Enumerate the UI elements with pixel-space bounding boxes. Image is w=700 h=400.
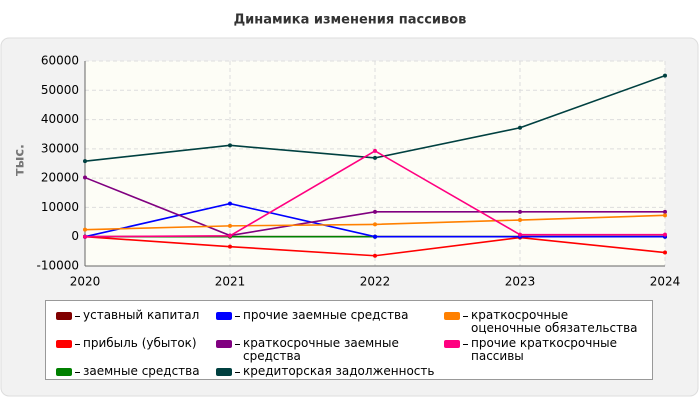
legend-swatch bbox=[444, 312, 460, 320]
x-tick-label: 2021 bbox=[215, 275, 246, 289]
y-tick-label: 50000 bbox=[41, 83, 79, 97]
legend-swatch bbox=[56, 312, 72, 320]
legend-label: прочие заемные средства bbox=[243, 308, 409, 322]
legend-swatch bbox=[56, 368, 72, 376]
legend-dash bbox=[235, 316, 240, 317]
y-tick-label: 60000 bbox=[41, 54, 79, 68]
y-tick-label: 10000 bbox=[41, 200, 79, 214]
legend-swatch bbox=[444, 340, 460, 348]
legend-label: прибыль (убыток) bbox=[83, 336, 197, 350]
data-point bbox=[373, 209, 377, 214]
legend-label: краткосрочные оценочные обязательства bbox=[471, 308, 638, 335]
data-point bbox=[663, 250, 667, 255]
y-tick-label: 30000 bbox=[41, 141, 79, 155]
data-point bbox=[228, 223, 232, 228]
data-point bbox=[373, 234, 377, 239]
x-tick-label: 2023 bbox=[505, 275, 536, 289]
legend-item: кредиторская задолженность bbox=[216, 365, 444, 378]
legend-swatch bbox=[216, 368, 232, 376]
data-point bbox=[83, 227, 87, 232]
data-point bbox=[663, 213, 667, 218]
legend-dash bbox=[75, 344, 80, 345]
data-point bbox=[228, 201, 232, 206]
y-axis-label: тыс. bbox=[13, 144, 28, 176]
data-point bbox=[518, 209, 522, 214]
legend-dash bbox=[235, 344, 240, 345]
legend-item: краткосрочные оценочные обязательства bbox=[444, 309, 640, 335]
legend-label: кредиторская задолженность bbox=[243, 364, 435, 378]
legend-dash bbox=[75, 316, 80, 317]
legend-dash bbox=[235, 372, 240, 373]
x-tick-label: 2024 bbox=[650, 275, 681, 289]
data-point bbox=[663, 209, 667, 214]
data-point bbox=[228, 143, 232, 148]
chart-title: Динамика изменения пассивов bbox=[234, 13, 467, 28]
data-point bbox=[373, 155, 377, 160]
data-point bbox=[83, 159, 87, 164]
legend-label: уставный капитал bbox=[83, 308, 200, 322]
data-point bbox=[83, 175, 87, 180]
y-tick-label: 0 bbox=[71, 229, 79, 243]
data-point bbox=[518, 218, 522, 223]
legend-item: краткосрочные заемные средства bbox=[216, 337, 444, 363]
legend-item: заемные средства bbox=[56, 365, 216, 378]
data-point bbox=[228, 244, 232, 249]
legend-swatch bbox=[216, 340, 232, 348]
legend-item: уставный капитал bbox=[56, 309, 216, 335]
data-point bbox=[373, 148, 377, 153]
data-point bbox=[663, 232, 667, 237]
data-point bbox=[373, 253, 377, 258]
data-point bbox=[228, 233, 232, 238]
legend-label: заемные средства bbox=[83, 364, 200, 378]
y-tick-label: 20000 bbox=[41, 171, 79, 185]
legend-dash bbox=[75, 372, 80, 373]
legend-swatch bbox=[216, 312, 232, 320]
data-point bbox=[518, 125, 522, 130]
legend-dash bbox=[463, 344, 468, 345]
x-tick-label: 2022 bbox=[360, 275, 391, 289]
data-point bbox=[663, 73, 667, 78]
data-point bbox=[83, 234, 87, 239]
legend-item: прибыль (убыток) bbox=[56, 337, 216, 363]
legend-swatch bbox=[56, 340, 72, 348]
y-tick-label: -10000 bbox=[36, 259, 79, 273]
y-tick-label: 40000 bbox=[41, 112, 79, 126]
x-tick-label: 2020 bbox=[70, 275, 101, 289]
legend-dash bbox=[463, 316, 468, 317]
data-point bbox=[518, 232, 522, 237]
legend-label: краткосрочные заемные средства bbox=[243, 336, 399, 363]
legend-label: прочие краткосрочные пассивы bbox=[471, 336, 618, 363]
legend-item: прочие краткосрочные пассивы bbox=[444, 337, 640, 363]
legend: уставный капитал прибыль (убыток) заемные … bbox=[45, 300, 653, 380]
legend-item: прочие заемные средства bbox=[216, 309, 444, 335]
data-point bbox=[373, 222, 377, 227]
